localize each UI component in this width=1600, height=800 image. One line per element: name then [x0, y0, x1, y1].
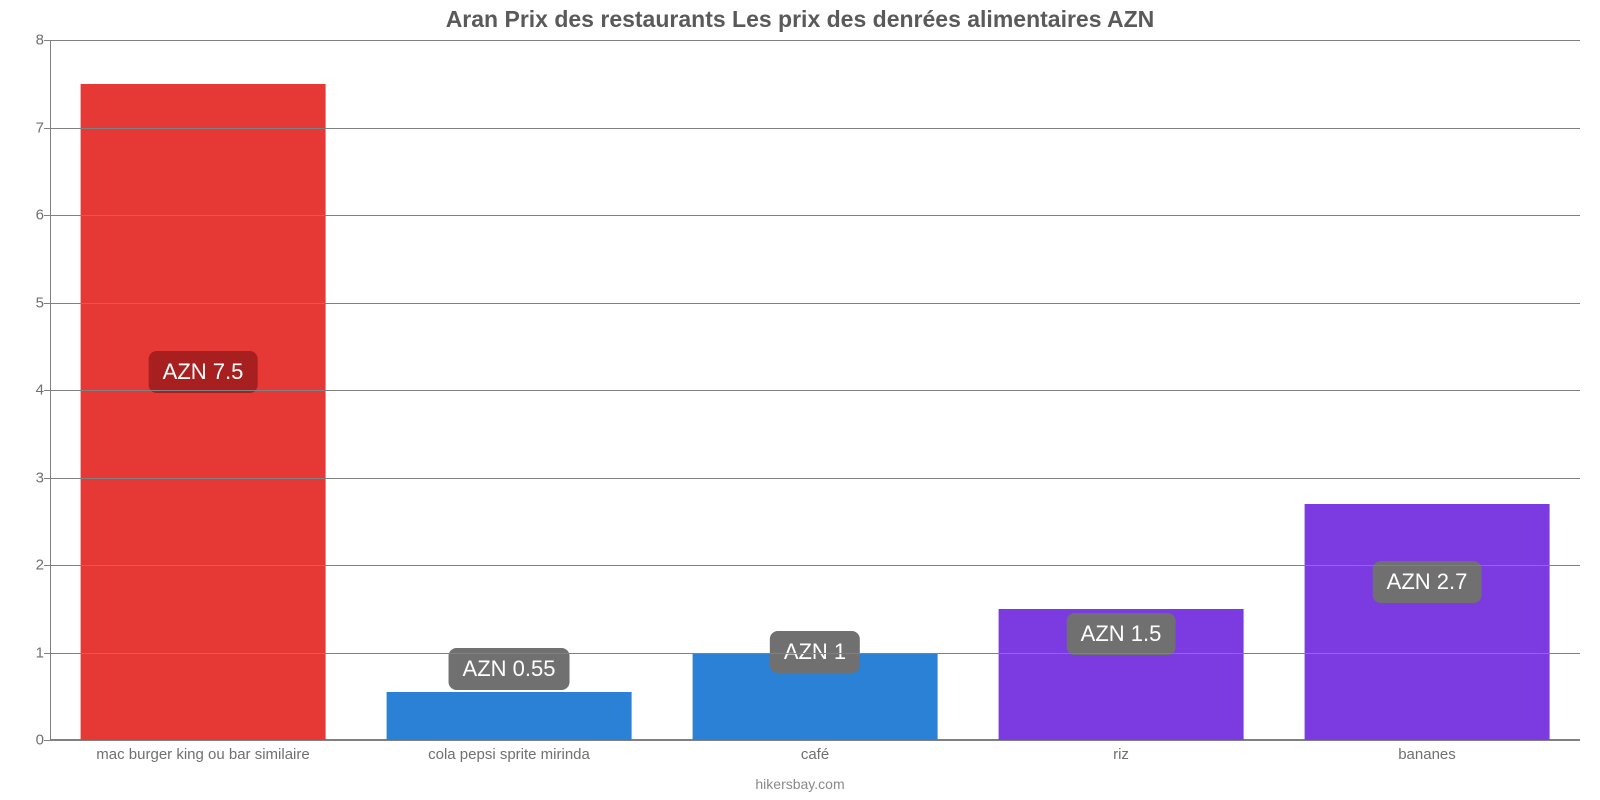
- y-tick-label: 7: [16, 119, 44, 136]
- plot-area: AZN 7.5mac burger king ou bar similaireA…: [50, 40, 1580, 740]
- value-pill: AZN 1.5: [1067, 613, 1176, 655]
- y-tick-label: 1: [16, 644, 44, 661]
- grid-line: [50, 478, 1580, 479]
- y-tick-label: 8: [16, 32, 44, 49]
- y-tick-mark: [44, 478, 50, 479]
- y-tick-mark: [44, 215, 50, 216]
- value-pill: AZN 7.5: [149, 351, 258, 393]
- y-tick-mark: [44, 390, 50, 391]
- y-tick-label: 3: [16, 469, 44, 486]
- y-tick-mark: [44, 40, 50, 41]
- grid-line: [50, 128, 1580, 129]
- bar: [1305, 504, 1550, 740]
- bar: [387, 692, 632, 740]
- value-pill: AZN 2.7: [1373, 561, 1482, 603]
- chart-title: Aran Prix des restaurants Les prix des d…: [0, 6, 1600, 33]
- x-tick-label: bananes: [1398, 746, 1456, 763]
- grid-line: [50, 653, 1580, 654]
- x-tick-label: cola pepsi sprite mirinda: [428, 746, 590, 763]
- grid-line: [50, 303, 1580, 304]
- y-tick-label: 5: [16, 294, 44, 311]
- y-tick-label: 2: [16, 557, 44, 574]
- chart-container: Aran Prix des restaurants Les prix des d…: [0, 0, 1600, 800]
- grid-line: [50, 40, 1580, 41]
- x-tick-label: mac burger king ou bar similaire: [96, 746, 309, 763]
- grid-line: [50, 740, 1580, 741]
- y-tick-mark: [44, 565, 50, 566]
- y-tick-label: 6: [16, 207, 44, 224]
- y-tick-label: 0: [16, 732, 44, 749]
- y-tick-mark: [44, 303, 50, 304]
- grid-line: [50, 565, 1580, 566]
- y-tick-mark: [44, 653, 50, 654]
- y-tick-mark: [44, 740, 50, 741]
- chart-footer: hikersbay.com: [0, 776, 1600, 792]
- grid-line: [50, 215, 1580, 216]
- bar: [81, 84, 326, 740]
- value-pill: AZN 0.55: [449, 648, 570, 690]
- y-tick-label: 4: [16, 382, 44, 399]
- y-tick-mark: [44, 128, 50, 129]
- grid-line: [50, 390, 1580, 391]
- x-tick-label: riz: [1113, 746, 1129, 763]
- x-tick-label: café: [801, 746, 829, 763]
- value-pill: AZN 1: [770, 631, 860, 673]
